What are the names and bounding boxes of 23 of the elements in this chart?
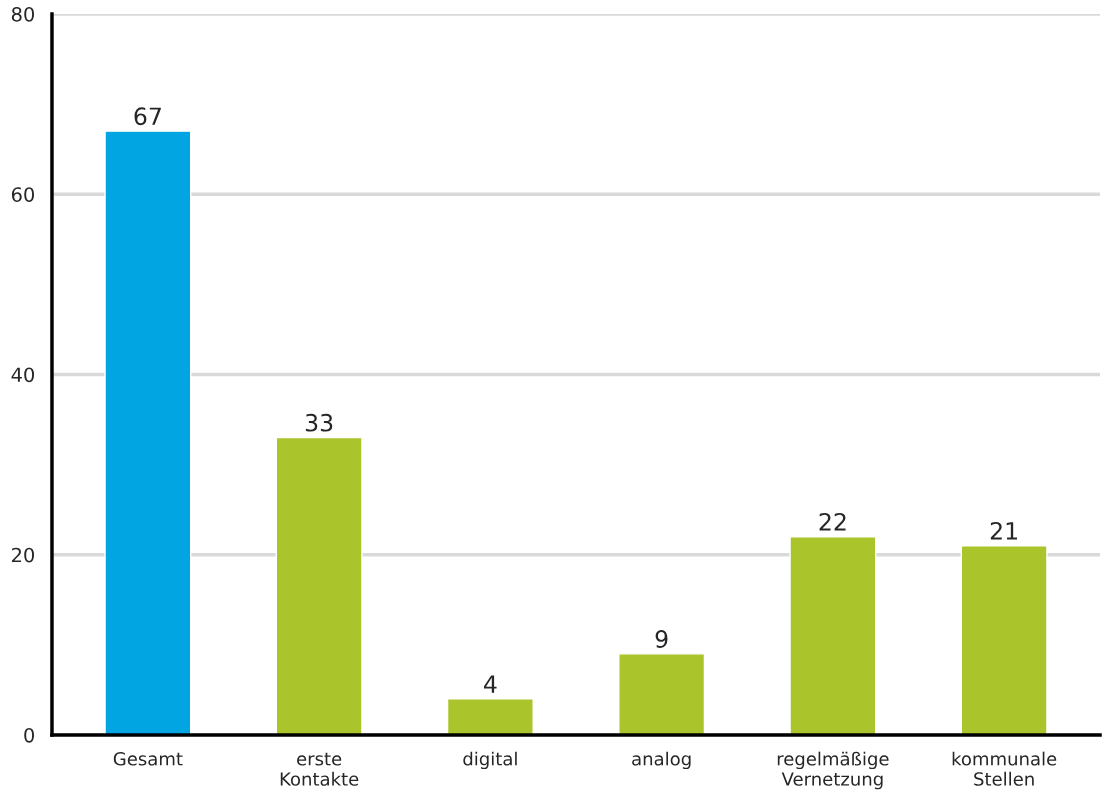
bar — [618, 653, 706, 735]
x-tick-label: kommunale Stellen — [952, 751, 1057, 786]
data-label: 21 — [990, 521, 1017, 540]
data-label: 33 — [305, 413, 333, 432]
bar — [446, 698, 534, 735]
x-tick-label: digital — [463, 751, 517, 770]
bar — [960, 545, 1048, 735]
bar — [275, 436, 363, 735]
data-label: 22 — [819, 512, 846, 531]
x-tick-label: erste Kontakte — [280, 752, 359, 786]
x-tick-label: regelmäßige Vernetzung — [777, 751, 889, 790]
data-label: 4 — [484, 675, 497, 693]
data-label: 9 — [655, 630, 668, 648]
y-tick-label: 80 — [11, 6, 35, 22]
bar — [789, 536, 877, 735]
y-tick-label: 0 — [24, 727, 35, 743]
bar — [104, 130, 192, 735]
y-tick-label: 20 — [12, 547, 35, 563]
data-label: 67 — [134, 107, 161, 126]
x-tick-label: analog — [632, 751, 691, 770]
y-tick-label: 40 — [11, 367, 35, 383]
y-tick-label: 60 — [11, 187, 35, 202]
x-tick-label: Gesamt — [113, 751, 183, 766]
